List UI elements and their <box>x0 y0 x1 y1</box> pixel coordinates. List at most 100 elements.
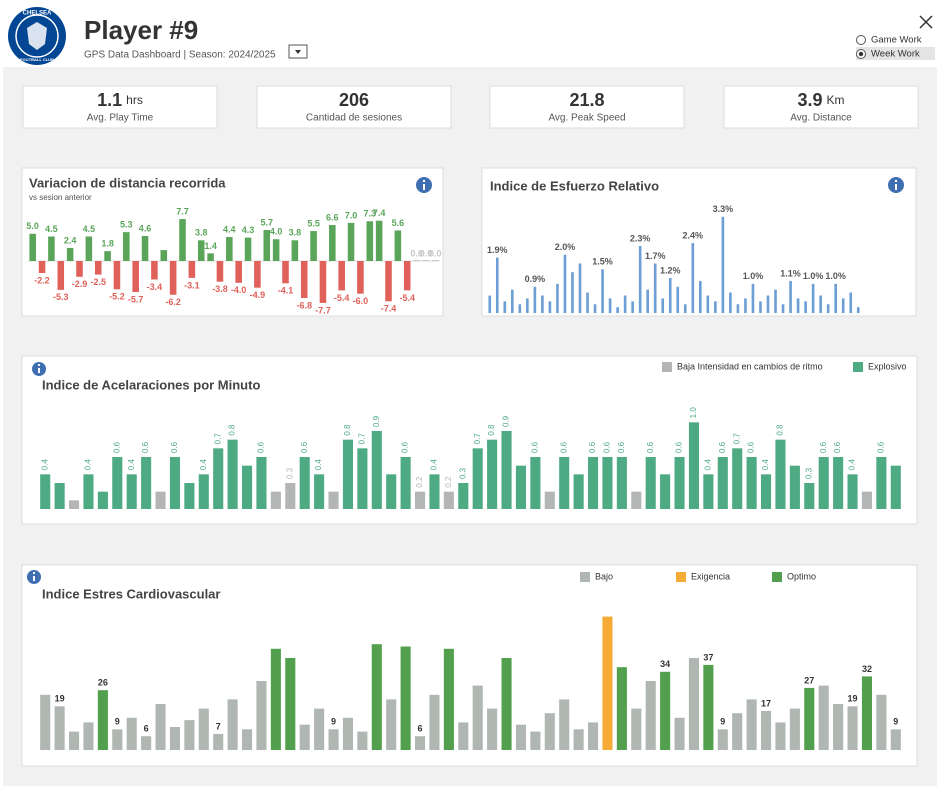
bar <box>472 448 483 509</box>
data-label: 0.3 <box>804 467 813 479</box>
data-label: -5.2 <box>109 292 125 302</box>
page-subtitle: GPS Data Dashboard | Season: 2024/2025 <box>84 50 276 61</box>
bar <box>256 457 267 509</box>
bar <box>890 465 901 509</box>
bar <box>314 474 325 509</box>
data-label: 4.5 <box>83 224 96 234</box>
bar <box>328 491 339 509</box>
bar <box>54 706 65 750</box>
bar <box>487 708 498 750</box>
data-label: 0.9% <box>525 274 546 284</box>
radio-label[interactable]: Week Work <box>871 49 920 60</box>
bar <box>472 685 483 750</box>
bar <box>688 658 700 750</box>
bar <box>432 260 439 261</box>
data-label: 19 <box>55 694 65 704</box>
data-label: 0.9 <box>502 415 511 427</box>
bar <box>371 431 382 509</box>
kpi-card <box>723 85 919 129</box>
bar <box>76 261 83 277</box>
bar <box>394 230 402 261</box>
legend-label: Optimo <box>787 571 816 581</box>
bar <box>706 295 710 313</box>
bar <box>414 736 426 750</box>
data-label: -5.7 <box>128 294 144 304</box>
bar <box>270 491 281 509</box>
bar <box>169 457 181 509</box>
bar <box>744 298 747 313</box>
data-label: 3.8 <box>195 228 208 238</box>
chart-subtitle: vs sesion anterior <box>29 193 92 202</box>
bar <box>83 722 94 750</box>
bar <box>414 491 426 509</box>
bar <box>270 648 281 750</box>
bar <box>413 260 420 261</box>
kpi-unit: hrs <box>126 93 143 107</box>
bar <box>385 261 392 302</box>
bar <box>623 295 627 313</box>
bar <box>113 261 121 290</box>
data-label: 0.6 <box>646 441 655 453</box>
bar <box>400 646 411 750</box>
logo: CHELSEA FOOTBALL CLUB <box>8 7 66 65</box>
data-label: 7.0 <box>345 210 358 220</box>
data-label: 0.6 <box>401 441 410 453</box>
kpi-card <box>22 85 218 129</box>
bar <box>112 729 123 750</box>
bar <box>660 671 671 750</box>
radio-label[interactable]: Game Work <box>871 35 922 46</box>
bar <box>530 457 541 509</box>
data-label: 0.4 <box>84 459 93 471</box>
data-label: -2.2 <box>34 275 50 285</box>
data-label: 2.0% <box>555 242 576 252</box>
bar <box>244 237 252 261</box>
close-button[interactable] <box>919 15 933 29</box>
data-label: 26 <box>98 678 108 688</box>
bar <box>661 298 665 313</box>
logo-top: CHELSEA <box>23 11 52 17</box>
bar <box>254 261 261 288</box>
bar <box>319 261 327 303</box>
data-label: 1.1% <box>780 268 801 278</box>
bar <box>132 261 139 293</box>
bar <box>775 439 786 509</box>
bar <box>593 304 597 313</box>
bar <box>216 261 224 282</box>
kpi-label: Avg. Distance <box>790 113 852 124</box>
bar <box>533 286 537 313</box>
bar <box>674 717 685 750</box>
bar <box>429 474 440 509</box>
data-label: 9 <box>331 717 336 727</box>
data-label: 0.4 <box>127 459 136 471</box>
bar <box>94 261 102 275</box>
data-label: 0.6 <box>876 441 885 453</box>
data-label: 0.6 <box>747 441 756 453</box>
bar <box>29 233 36 261</box>
bar <box>804 301 807 313</box>
bar <box>861 491 873 509</box>
bar <box>263 229 271 261</box>
bar <box>563 254 567 313</box>
legend-label: Explosivo <box>868 361 907 371</box>
season-dropdown[interactable] <box>288 44 308 59</box>
bar <box>526 298 529 313</box>
bar <box>876 694 887 750</box>
bar <box>443 648 454 750</box>
legend-swatch <box>676 572 686 582</box>
data-label: 4.5 <box>45 224 58 234</box>
bar <box>169 727 181 750</box>
bar <box>653 263 657 313</box>
bar <box>285 483 296 509</box>
bar <box>804 483 815 509</box>
bar <box>83 474 94 509</box>
bar <box>68 731 80 750</box>
data-label: 0.6 <box>588 441 597 453</box>
data-label: 0.7 <box>732 433 741 445</box>
bar <box>587 457 599 509</box>
bar <box>38 261 46 273</box>
radio[interactable] <box>856 35 866 45</box>
selected-bg <box>856 47 935 60</box>
bar <box>602 457 613 509</box>
data-label: 6.6 <box>326 212 339 222</box>
